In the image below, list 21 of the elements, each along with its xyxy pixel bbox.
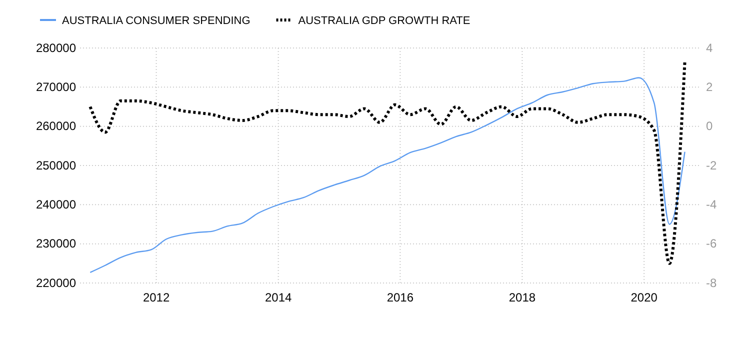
x-tick-label: 2020 (630, 290, 658, 305)
legend-label: AUSTRALIA GDP GROWTH RATE (298, 15, 470, 27)
y-tick-label: 230000 (36, 236, 76, 251)
y-tick-label: 270000 (36, 80, 76, 94)
y2-tick-label: -4 (706, 198, 717, 212)
x-tick-label: 2014 (264, 290, 292, 305)
y2-tick-label: 4 (706, 40, 713, 55)
y-tick-label: 280000 (36, 40, 76, 55)
y-tick-label: 250000 (36, 158, 76, 172)
legend-label: AUSTRALIA CONSUMER SPENDING (62, 15, 250, 27)
y2-tick-label: 0 (706, 119, 713, 134)
y-tick-label: 260000 (36, 119, 76, 134)
y2-tick-label: -6 (706, 236, 717, 251)
y2-tick-label: 2 (706, 80, 713, 94)
y2-tick-label: -8 (706, 276, 717, 290)
y2-tick-label: -2 (706, 158, 717, 172)
y-tick-label: 220000 (36, 276, 76, 290)
x-tick-label: 2018 (508, 290, 536, 305)
x-tick-label: 2012 (142, 290, 170, 305)
x-tick-label: 2016 (386, 290, 414, 305)
y-tick-label: 240000 (36, 198, 76, 212)
